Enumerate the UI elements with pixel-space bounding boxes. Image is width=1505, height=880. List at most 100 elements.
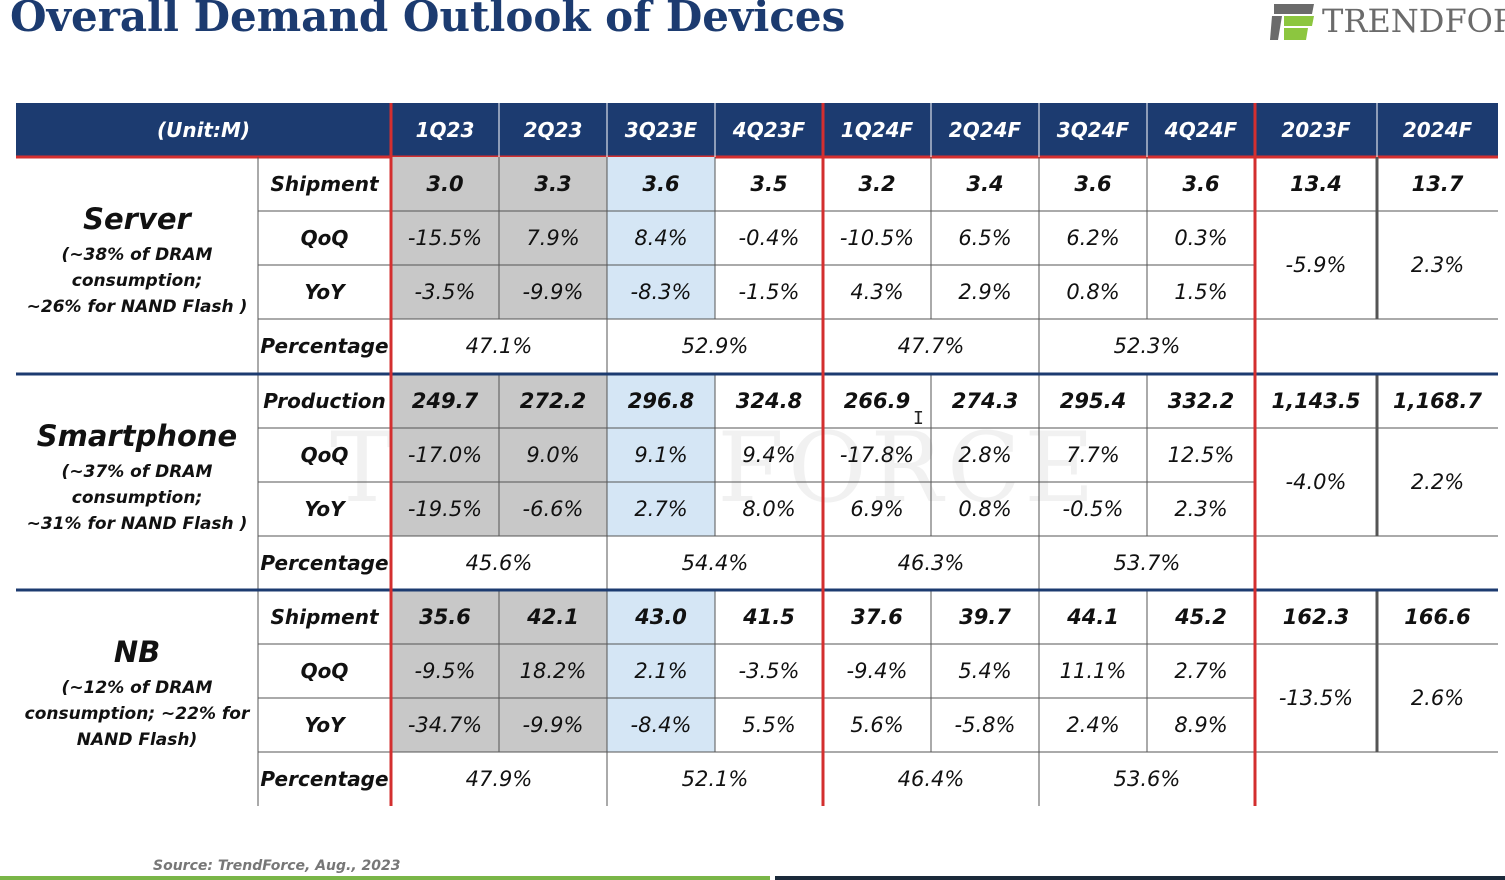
data-cell: 18.2% bbox=[519, 659, 587, 683]
data-cell: -6.6% bbox=[522, 497, 584, 521]
group-name: NB bbox=[113, 635, 161, 669]
data-cell: 0.8% bbox=[958, 497, 1012, 521]
data-cell: 3.3 bbox=[534, 172, 572, 196]
data-cell: 296.8 bbox=[627, 389, 695, 413]
data-cell: 272.2 bbox=[519, 389, 587, 413]
data-cell: -19.5% bbox=[407, 497, 483, 521]
data-cell: 3.6 bbox=[642, 172, 680, 196]
footer-rule-dark bbox=[775, 876, 1505, 880]
data-cell: 3.6 bbox=[1074, 172, 1112, 196]
data-cell: -1.5% bbox=[738, 280, 800, 304]
data-cell: 266.9 bbox=[843, 389, 911, 413]
data-cell: -15.5% bbox=[407, 226, 483, 250]
data-cell: 7.7% bbox=[1066, 443, 1120, 467]
row-label: QoQ bbox=[300, 443, 349, 467]
row-label: QoQ bbox=[300, 226, 349, 250]
data-cell: 3.6 bbox=[1182, 172, 1220, 196]
data-cell: 6.5% bbox=[958, 226, 1012, 250]
data-cell: -17.0% bbox=[407, 443, 483, 467]
data-cell: 2.7% bbox=[634, 497, 688, 521]
column-header: 4Q24F bbox=[1164, 118, 1238, 142]
annual-growth-cell: 2.2% bbox=[1410, 470, 1465, 494]
data-cell: -9.9% bbox=[522, 713, 584, 737]
percentage-cell: 53.6% bbox=[1113, 767, 1181, 791]
annual-cell: 166.6 bbox=[1404, 605, 1471, 629]
column-header: 1Q24F bbox=[840, 118, 914, 142]
data-cell: 5.5% bbox=[742, 713, 796, 737]
data-cell: 249.7 bbox=[411, 389, 479, 413]
percentage-cell: 45.6% bbox=[465, 551, 533, 575]
row-label: Shipment bbox=[270, 605, 379, 629]
data-cell: 3.2 bbox=[858, 172, 896, 196]
data-cell: 35.6 bbox=[419, 605, 471, 629]
data-cell: 43.0 bbox=[635, 605, 687, 629]
group-subtitle: consumption; bbox=[71, 271, 203, 291]
annual-growth-cell: -5.9% bbox=[1285, 253, 1347, 277]
data-cell: 41.5 bbox=[743, 605, 795, 629]
group-subtitle: (~38% of DRAM bbox=[61, 245, 213, 265]
column-header: 2023F bbox=[1281, 118, 1351, 142]
percentage-cell: 47.1% bbox=[465, 334, 533, 358]
data-cell: 2.4% bbox=[1066, 713, 1120, 737]
trendforce-logo: TRENDFORCE bbox=[1270, 2, 1505, 42]
data-cell: 1.5% bbox=[1174, 280, 1228, 304]
data-cell: 8.4% bbox=[634, 226, 688, 250]
data-cell: 9.0% bbox=[526, 443, 580, 467]
column-header: 2Q24F bbox=[948, 118, 1022, 142]
row-label: YoY bbox=[304, 713, 345, 737]
data-cell: -3.5% bbox=[738, 659, 800, 683]
data-cell: 332.2 bbox=[1167, 389, 1235, 413]
data-cell: -10.5% bbox=[839, 226, 915, 250]
annual-cell: 162.3 bbox=[1282, 605, 1350, 629]
data-cell: -3.5% bbox=[414, 280, 476, 304]
annual-cell: 1,168.7 bbox=[1392, 389, 1482, 413]
data-cell: 2.7% bbox=[1174, 659, 1228, 683]
group-name: Smartphone bbox=[36, 419, 238, 453]
annual-cell: 1,143.5 bbox=[1271, 389, 1361, 413]
data-cell: 2.1% bbox=[634, 659, 688, 683]
group-label: NB (~12% of DRAM consumption; ~22% for NAND… bbox=[16, 635, 258, 753]
data-cell: 7.9% bbox=[526, 226, 580, 250]
data-cell: 37.6 bbox=[851, 605, 903, 629]
row-label: Shipment bbox=[270, 172, 379, 196]
group-subtitle: (~12% of DRAM bbox=[61, 678, 213, 698]
data-cell: 12.5% bbox=[1167, 443, 1235, 467]
data-cell: 5.6% bbox=[850, 713, 904, 737]
data-cell: 274.3 bbox=[951, 389, 1019, 413]
annual-growth-cell: 2.3% bbox=[1410, 253, 1465, 277]
group-subtitle: ~31% for NAND Flash ) bbox=[26, 514, 248, 534]
data-cell: -8.3% bbox=[630, 280, 692, 304]
row-label: YoY bbox=[304, 280, 345, 304]
data-cell: -9.5% bbox=[414, 659, 476, 683]
group-label: Server (~38% of DRAM consumption; ~26% for … bbox=[16, 202, 258, 320]
data-cell: 3.5 bbox=[750, 172, 788, 196]
percentage-cell: 53.7% bbox=[1113, 551, 1181, 575]
data-cell: 2.9% bbox=[958, 280, 1012, 304]
data-cell: 11.1% bbox=[1059, 659, 1127, 683]
data-cell: -17.8% bbox=[839, 443, 915, 467]
row-label: Percentage bbox=[260, 334, 389, 358]
data-cell: 0.3% bbox=[1174, 226, 1228, 250]
data-cell: -5.8% bbox=[954, 713, 1016, 737]
data-cell: 5.4% bbox=[958, 659, 1012, 683]
data-cell: -0.4% bbox=[738, 226, 800, 250]
estimate-shade bbox=[607, 157, 715, 319]
data-cell: 0.8% bbox=[1066, 280, 1120, 304]
percentage-cell: 46.4% bbox=[897, 767, 965, 791]
estimate-shade bbox=[607, 374, 715, 536]
data-cell: 3.4 bbox=[966, 172, 1004, 196]
unit-label: (Unit:M) bbox=[156, 118, 251, 142]
column-header: 2024F bbox=[1402, 118, 1473, 142]
row-label: QoQ bbox=[300, 659, 349, 683]
data-cell: 3.0 bbox=[426, 172, 464, 196]
row-label: Percentage bbox=[260, 551, 389, 575]
group-subtitle: ~26% for NAND Flash ) bbox=[26, 297, 248, 317]
data-cell: 9.4% bbox=[742, 443, 796, 467]
group-subtitle: (~37% of DRAM bbox=[61, 462, 213, 482]
data-cell: 6.9% bbox=[850, 497, 904, 521]
row-label: Production bbox=[263, 389, 386, 413]
page-title: Overall Demand Outlook of Devices bbox=[10, 0, 846, 41]
logo-text: TRENDFORCE bbox=[1322, 2, 1505, 40]
percentage-cell: 52.1% bbox=[681, 767, 749, 791]
data-cell: 2.3% bbox=[1174, 497, 1228, 521]
